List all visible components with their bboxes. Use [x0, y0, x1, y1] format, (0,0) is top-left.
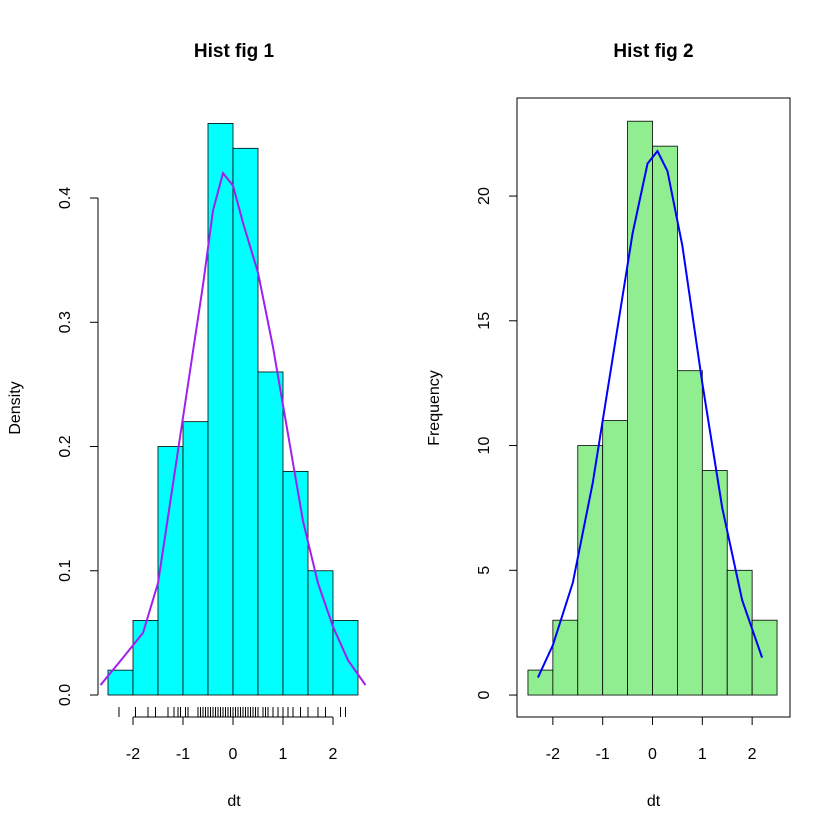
- x-tick-label: 0: [648, 746, 657, 763]
- bar: [751, 619, 778, 696]
- y-tick-label: 0.0: [57, 684, 74, 706]
- bar: [652, 145, 678, 696]
- bar: [232, 147, 259, 696]
- x-tick-label: 1: [698, 746, 707, 763]
- bar: [182, 421, 209, 696]
- x-tick-label: -2: [126, 746, 140, 763]
- bar: [157, 446, 184, 696]
- x-axis-label: dt: [647, 793, 661, 810]
- x-tick-label: -1: [176, 746, 190, 763]
- bar: [282, 470, 309, 696]
- y-axis-label: Density: [7, 381, 24, 434]
- density-curve: [537, 149, 764, 678]
- plot-box: [516, 97, 791, 718]
- x-tick-label: -1: [596, 746, 610, 763]
- bar: [207, 123, 234, 696]
- density-curve: [99, 171, 367, 686]
- bar: [132, 620, 159, 696]
- bar: [677, 370, 703, 696]
- y-tick-label: 5: [476, 566, 493, 575]
- bar: [577, 445, 604, 696]
- chart-title: Hist fig 1: [194, 41, 275, 62]
- y-axis-label: Frequency: [426, 370, 443, 446]
- y-tick-label: 0: [476, 690, 493, 699]
- bar: [332, 620, 359, 696]
- y-tick-label: 15: [476, 312, 493, 330]
- y-tick-label: 10: [476, 437, 493, 455]
- y-tick-label: 0.4: [57, 187, 74, 209]
- chart-title: Hist fig 2: [613, 41, 693, 62]
- bar: [602, 420, 628, 696]
- x-tick-label: 1: [279, 746, 288, 763]
- x-tick-label: 2: [329, 746, 338, 763]
- bar: [107, 669, 134, 696]
- bar: [627, 120, 653, 696]
- y-tick-label: 0.2: [57, 435, 74, 457]
- y-tick-label: 20: [476, 187, 493, 205]
- x-tick-label: -2: [546, 746, 560, 763]
- x-tick-label: 2: [748, 746, 757, 763]
- y-tick-label: 0.3: [57, 311, 74, 333]
- x-axis-label: dt: [227, 793, 241, 810]
- bar: [257, 371, 284, 696]
- bar: [701, 470, 728, 696]
- y-tick-label: 0.1: [57, 560, 74, 582]
- x-tick-label: 0: [229, 746, 238, 763]
